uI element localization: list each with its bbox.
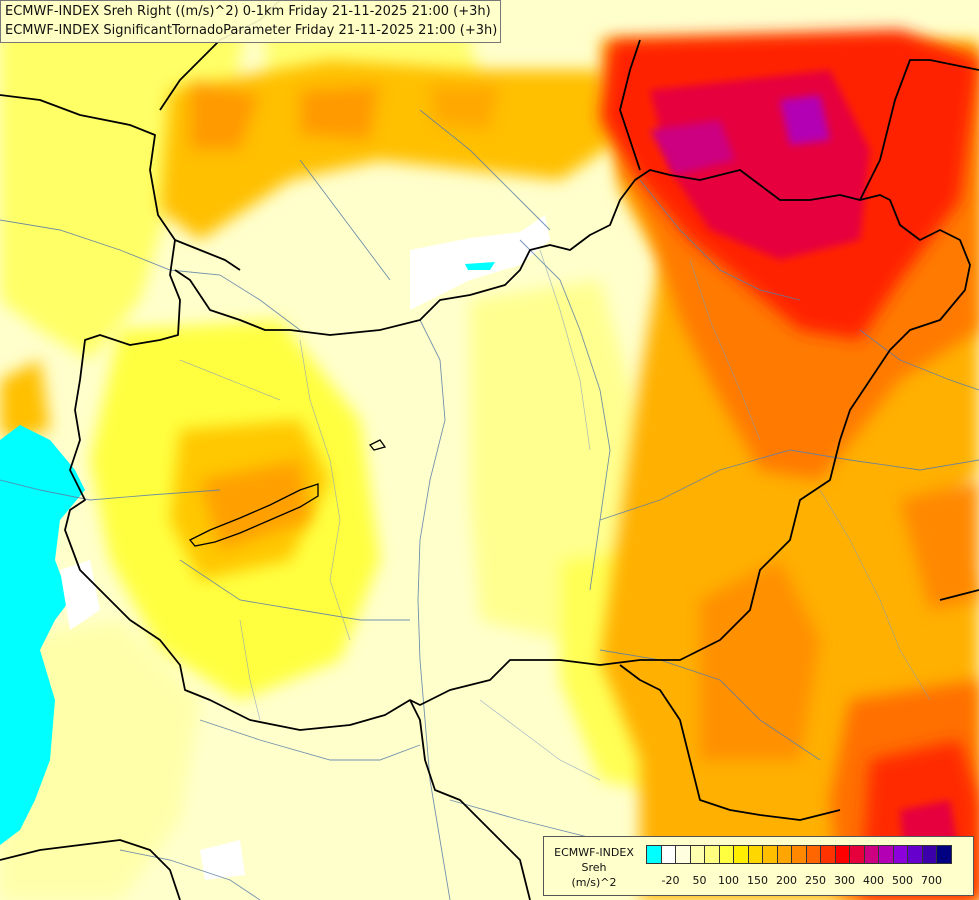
legend-line-2: Sreh — [581, 861, 607, 874]
legend-swatch — [791, 845, 807, 864]
legend-swatch — [689, 845, 705, 864]
legend-swatch — [776, 845, 792, 864]
legend-tick-label: 150 — [747, 874, 768, 887]
white-patches — [200, 215, 550, 880]
legend-swatch — [834, 845, 850, 864]
legend-swatch — [936, 845, 952, 864]
legend-tick-label: 300 — [834, 874, 855, 887]
stp-contours — [188, 439, 387, 547]
legend-swatch — [718, 845, 734, 864]
legend-swatch — [863, 845, 879, 864]
legend-tick-label: 500 — [892, 874, 913, 887]
legend-tick-label: 100 — [718, 874, 739, 887]
title-line-1: ECMWF-INDEX Sreh Right ((m/s)^2) 0-1km F… — [5, 4, 491, 19]
legend-line-3: (m/s)^2 — [571, 876, 617, 889]
legend-tick-label: 200 — [776, 874, 797, 887]
legend-line-1: ECMWF-INDEX — [554, 846, 634, 859]
legend-tick-label: -20 — [661, 874, 680, 887]
legend-swatch — [907, 845, 923, 864]
legend-tick-label: 250 — [805, 874, 826, 887]
cyan-low-region — [0, 425, 100, 845]
legend-swatch — [660, 845, 676, 864]
legend-tick-label: 400 — [863, 874, 884, 887]
legend-tick-label: 50 — [692, 874, 707, 887]
map-title: ECMWF-INDEX Sreh Right ((m/s)^2) 0-1km F… — [0, 0, 502, 43]
legend-caption: ECMWF-INDEX Sreh (m/s)^2 — [544, 845, 644, 890]
legend-swatch — [805, 845, 821, 864]
color-legend: ECMWF-INDEX Sreh (m/s)^2 -20 50 100 150 200 2… — [543, 836, 974, 896]
legend-swatch — [878, 845, 894, 864]
legend-swatch — [820, 845, 836, 864]
admin-boundaries — [179, 249, 931, 781]
legend-swatch — [675, 845, 691, 864]
legend-swatch — [646, 845, 662, 864]
legend-swatch — [921, 845, 937, 864]
legend-swatch — [704, 845, 720, 864]
legend-swatch — [762, 845, 778, 864]
legend-swatch — [849, 845, 865, 864]
legend-swatch — [733, 845, 749, 864]
magenta-shading — [650, 95, 830, 175]
legend-swatch — [747, 845, 763, 864]
rivers — [0, 109, 979, 900]
legend-swatch — [892, 845, 908, 864]
title-line-2: ECMWF-INDEX SignificantTornadoParameter … — [5, 23, 498, 38]
legend-tick-labels: -20 50 100 150 200 250 300 400 500 700 — [646, 874, 971, 890]
legend-tick-label: 700 — [921, 874, 942, 887]
legend-color-bar — [646, 845, 952, 864]
